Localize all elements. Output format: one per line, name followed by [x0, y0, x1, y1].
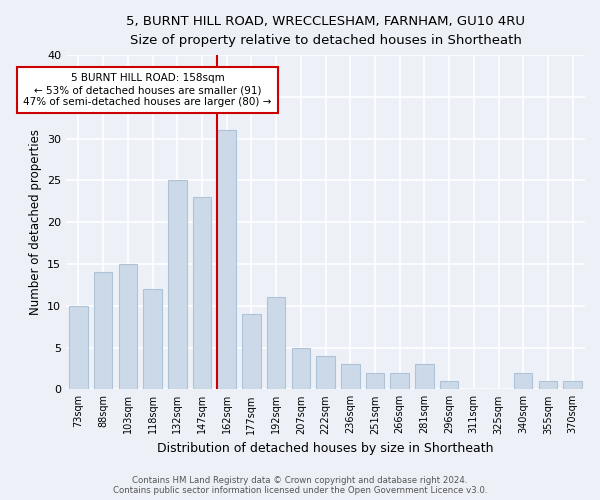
Bar	[391, 372, 409, 390]
Bar	[366, 372, 384, 390]
Bar	[242, 314, 260, 390]
Bar	[563, 381, 582, 390]
Bar	[415, 364, 434, 390]
Bar	[440, 381, 458, 390]
Bar	[168, 180, 187, 390]
Bar	[119, 264, 137, 390]
Bar	[217, 130, 236, 390]
Bar	[69, 306, 88, 390]
Title: 5, BURNT HILL ROAD, WRECCLESHAM, FARNHAM, GU10 4RU
Size of property relative to : 5, BURNT HILL ROAD, WRECCLESHAM, FARNHAM…	[126, 15, 525, 47]
Y-axis label: Number of detached properties: Number of detached properties	[29, 129, 41, 315]
Bar	[267, 298, 286, 390]
Bar	[143, 289, 162, 390]
Bar	[514, 372, 532, 390]
Bar	[539, 381, 557, 390]
Bar	[316, 356, 335, 390]
Bar	[94, 272, 112, 390]
Text: 5 BURNT HILL ROAD: 158sqm
← 53% of detached houses are smaller (91)
47% of semi-: 5 BURNT HILL ROAD: 158sqm ← 53% of detac…	[23, 74, 272, 106]
X-axis label: Distribution of detached houses by size in Shortheath: Distribution of detached houses by size …	[157, 442, 494, 455]
Bar	[292, 348, 310, 390]
Text: Contains HM Land Registry data © Crown copyright and database right 2024.
Contai: Contains HM Land Registry data © Crown c…	[113, 476, 487, 495]
Bar	[193, 197, 211, 390]
Bar	[341, 364, 359, 390]
